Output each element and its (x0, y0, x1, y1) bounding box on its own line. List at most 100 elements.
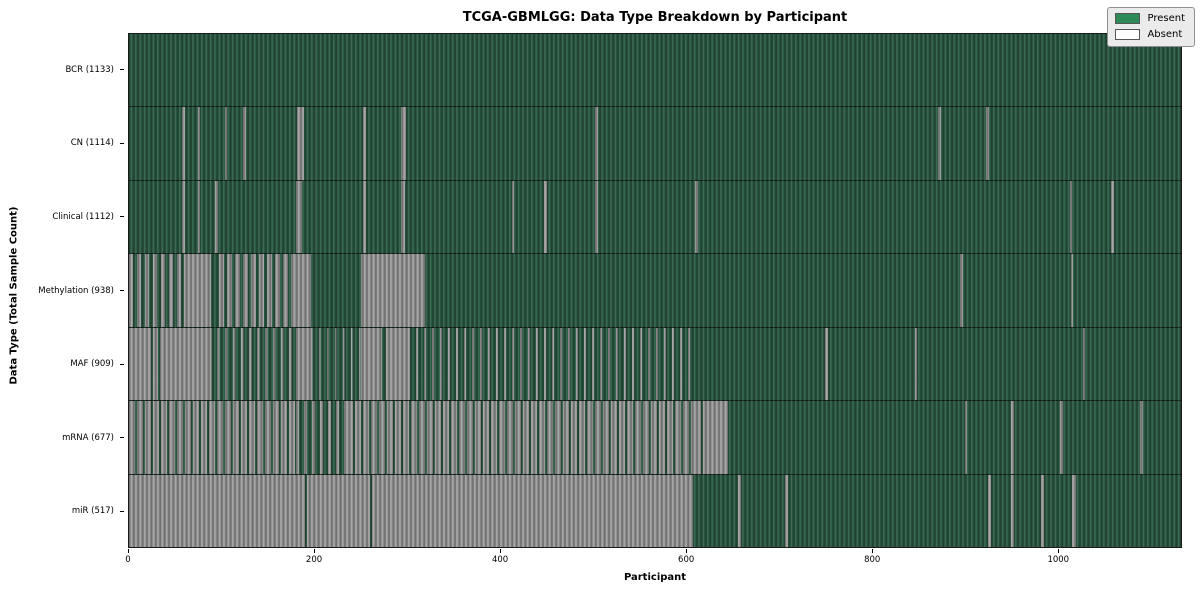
y-tick-mark (120, 216, 124, 218)
y-tick-label-mrna: mRNA (677) (62, 432, 114, 443)
legend-label-present: Present (1147, 13, 1185, 24)
segment-absent (159, 327, 209, 401)
segment-absent (181, 107, 185, 180)
y-tick-label-cn: CN (1114) (70, 138, 114, 149)
segment-mixed (129, 254, 184, 327)
segment-absent (960, 254, 963, 327)
row-mir (129, 473, 1181, 547)
y-tick-label-methylation: Methylation (938) (38, 285, 114, 296)
segment-absent (197, 107, 201, 180)
segment-absent (544, 180, 547, 254)
y-tick-label-clinical: Clinical (1112) (52, 211, 114, 222)
y-tick-mark (120, 437, 124, 439)
segment-absent (372, 474, 693, 547)
x-tick-mark (686, 549, 688, 553)
segment-absent (1072, 474, 1077, 547)
segment-absent (361, 327, 382, 401)
y-tick-label-mir: miR (517) (71, 506, 114, 517)
segment-absent (1060, 401, 1064, 474)
row-maf (129, 326, 1181, 401)
segment-absent (785, 474, 789, 547)
x-tick-label: 600 (678, 555, 695, 565)
segment-absent (964, 401, 968, 474)
segment-absent (1140, 401, 1143, 474)
x-axis-title: Participant (623, 572, 687, 583)
segment-absent (1011, 401, 1014, 474)
segment-absent (937, 107, 941, 180)
chart-title: TCGA-GBMLGG: Data Type Breakdown by Part… (462, 10, 848, 25)
x-tick-mark (872, 549, 874, 553)
row-clinical (129, 179, 1181, 254)
segment-absent (738, 474, 741, 547)
y-tick-mark (120, 510, 124, 512)
segment-mixed (208, 327, 297, 401)
segment-absent (307, 474, 371, 547)
segment-absent (914, 327, 918, 401)
segment-absent (1011, 474, 1014, 547)
x-tick-label: 0 (125, 555, 131, 565)
segment-absent (362, 107, 366, 180)
segment-absent (1040, 474, 1044, 547)
x-tick-mark (1058, 549, 1060, 553)
segment-absent (825, 327, 829, 401)
segment-absent (153, 327, 158, 401)
row-mrna (129, 400, 1181, 474)
segment-absent (595, 107, 598, 180)
segment-mixed (407, 327, 696, 401)
y-tick-mark (120, 363, 124, 365)
absent-swatch (1115, 29, 1141, 40)
segment-absent (401, 107, 406, 180)
segment-mixed (129, 401, 297, 474)
x-tick-mark (128, 549, 129, 553)
legend-entry-absent: Absent (1115, 29, 1185, 40)
row-bcr (129, 34, 1181, 107)
segment-absent (361, 254, 426, 327)
segment-absent (224, 107, 228, 180)
x-axis-ticks: 0 200 400 600 800 1000 (125, 548, 1182, 572)
segment-absent (986, 107, 989, 180)
segment-absent (297, 107, 305, 180)
plot-area (128, 33, 1182, 548)
x-tick-label: 400 (491, 555, 509, 565)
segment-absent (702, 401, 728, 474)
x-tick-label: 200 (305, 555, 323, 565)
segment-absent (987, 474, 991, 547)
segment-absent (183, 254, 211, 327)
segment-absent (695, 180, 699, 254)
segment-absent (1082, 327, 1086, 401)
segment-absent (129, 474, 306, 547)
present-swatch (1115, 13, 1141, 24)
y-tick-label-maf: MAF (909) (70, 359, 114, 370)
x-tick-mark (314, 549, 316, 553)
legend-label-absent: Absent (1147, 29, 1183, 40)
segment-absent (697, 401, 701, 474)
legend: Present Absent (1107, 7, 1195, 47)
segment-mixed (310, 327, 362, 401)
row-methylation (129, 253, 1181, 327)
segment-mixed (219, 254, 297, 327)
segment-absent (243, 107, 246, 180)
segment-absent (129, 327, 152, 401)
segment-absent (1070, 254, 1074, 327)
segment-absent (362, 180, 366, 254)
x-tick-mark (500, 549, 502, 553)
segment-absent (401, 180, 405, 254)
segment-absent (296, 180, 302, 254)
segment-absent (197, 180, 201, 254)
segment-absent (296, 254, 311, 327)
y-tick-mark (120, 290, 124, 291)
segment-absent (386, 327, 408, 401)
segment-absent (1111, 180, 1115, 254)
y-tick-mark (120, 142, 124, 144)
segment-absent (215, 180, 219, 254)
y-tick-mark (120, 69, 124, 71)
segment-absent (1069, 180, 1073, 254)
segment-mixed (296, 401, 348, 474)
y-tick-label-bcr: BCR (1133) (65, 64, 115, 75)
legend-entry-present: Present (1115, 13, 1185, 24)
x-tick-label: 1000 (1047, 555, 1070, 565)
row-cn (129, 106, 1181, 180)
segment-absent (595, 180, 598, 254)
segment-absent (181, 180, 185, 254)
